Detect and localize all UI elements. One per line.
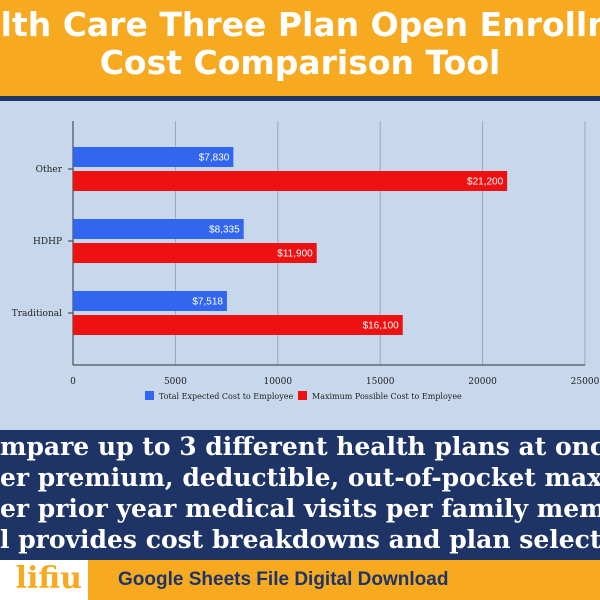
bar-data-label: $16,100 (363, 321, 400, 332)
bar (73, 147, 234, 167)
category-label: Traditional (12, 309, 62, 319)
bar-data-label: $7,518 (192, 297, 223, 308)
feature-line-2: er premium, deductible, out-of-pocket ma… (0, 463, 600, 492)
title-banner: alth Care Three Plan Open Enrollm Cost C… (0, 0, 600, 96)
legend-label: Total Expected Cost to Employee (159, 392, 293, 401)
bar (73, 291, 227, 311)
page-title-line-2: Cost Comparison Tool (99, 43, 501, 82)
x-tick-label: 20000 (468, 377, 497, 387)
bar (73, 219, 244, 239)
category-label: HDHP (33, 237, 62, 247)
legend-swatch (298, 391, 307, 400)
chart-panel: 0 5000 10000 15000 20000 25000 Other $7,830 $21,… (0, 101, 600, 430)
x-tick-label: 25000 (571, 377, 600, 387)
bar (73, 315, 403, 335)
bar (73, 171, 508, 191)
brand-logo: lifiu (0, 560, 88, 600)
x-tick-label: 15000 (366, 377, 395, 387)
bar-data-label: $11,900 (277, 249, 313, 260)
bar-data-label: $7,830 (199, 153, 230, 164)
bar-chart: 0 5000 10000 15000 20000 25000 Other $7,830 $21,… (12, 121, 600, 401)
feature-line-1: mpare up to 3 different health plans at … (0, 432, 600, 461)
category-label: Other (36, 165, 63, 175)
legend-swatch (145, 391, 154, 400)
bar (73, 243, 317, 263)
x-tick-label: 0 (70, 377, 76, 387)
bar-data-label: $8,335 (209, 225, 240, 236)
download-caption: Google Sheets File Digital Download (118, 569, 449, 590)
legend-label: Maximum Possible Cost to Employee (312, 392, 462, 401)
footer-bar: lifiu Google Sheets File Digital Downloa… (0, 560, 600, 600)
feature-list: mpare up to 3 different health plans at … (0, 430, 600, 560)
page-title-line-1: alth Care Three Plan Open Enrollm (0, 5, 600, 44)
x-tick-label: 5000 (164, 377, 187, 387)
bar-data-label: $21,200 (467, 177, 504, 188)
feature-line-4: l provides cost breakdowns and plan sele… (0, 525, 600, 554)
x-tick-label: 10000 (263, 377, 292, 387)
brand-wordmark: lifiu (15, 561, 82, 596)
feature-line-3: er prior year medical visits per family … (0, 494, 600, 523)
